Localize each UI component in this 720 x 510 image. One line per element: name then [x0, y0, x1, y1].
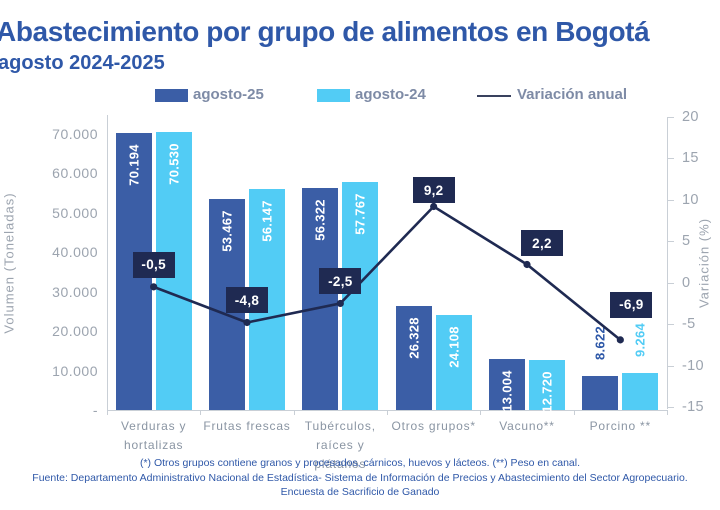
- category-label-line: raíces y plátanos: [314, 438, 367, 471]
- y-axis-tick-label: -: [92, 402, 98, 418]
- y2-axis-tick-label: 20: [682, 109, 699, 125]
- legend-label: agosto-25: [193, 86, 264, 103]
- variation-value-box: 2,2: [521, 230, 563, 257]
- y2-axis-tickmark: [667, 200, 674, 201]
- category-label-line: Otros grupos*: [391, 419, 476, 433]
- category-label: Frutas frescas: [200, 417, 293, 436]
- y2-axis-tickmark: [667, 241, 674, 242]
- y-axis-tick-label: 10.000: [52, 362, 98, 379]
- legend-label: agosto-24: [355, 86, 426, 103]
- variation-value-box: -0,5: [132, 251, 175, 278]
- y2-axis-title: Variación (%): [696, 217, 712, 309]
- bar-value-label: 26.328: [406, 317, 422, 359]
- y-axis-tick-label: 50.000: [52, 204, 98, 221]
- category-label-line: Porcino **: [589, 419, 651, 433]
- variation-value-box: -4,8: [226, 287, 268, 314]
- y2-axis-tickmark: [667, 366, 674, 367]
- y2-axis-tick-label: -15: [682, 399, 704, 415]
- bar-value-label: 56.322: [312, 199, 328, 241]
- footnote-line-3: Encuesta de Sacrificio de Ganado: [280, 486, 440, 498]
- category-label-line: hortalizas: [123, 438, 184, 452]
- category-label: Otros grupos*: [387, 417, 480, 436]
- left-axis-line: [107, 115, 108, 411]
- footnote-line-1: (*) Otros grupos contiene granos y proce…: [139, 457, 581, 469]
- y-axis-tick-label: 40.000: [52, 244, 98, 261]
- category-label: Verduras y hortalizas: [107, 417, 200, 455]
- y-axis-tick-label: 20.000: [52, 323, 98, 340]
- legend-swatch-light-blue: [317, 89, 350, 102]
- category-label-line: Vacuno**: [499, 419, 555, 433]
- x-axis-tickmark: [387, 410, 388, 415]
- legend-swatch-dark-blue: [155, 89, 188, 102]
- y2-axis-tickmark: [667, 158, 674, 159]
- variation-value-box: 9,2: [412, 177, 455, 204]
- bar-agosto-25: [582, 376, 619, 410]
- category-label-line: Frutas frescas: [203, 419, 291, 433]
- right-axis-line: [667, 117, 668, 409]
- x-axis-tickmark: [574, 410, 575, 415]
- y2-axis-tick-label: -10: [682, 357, 704, 374]
- variation-point-marker: [523, 260, 531, 269]
- y2-axis-tick-label: -5: [682, 316, 696, 333]
- y2-axis-tick-label: 5: [682, 233, 691, 250]
- bar-value-label: 70.530: [166, 143, 182, 185]
- x-axis-tickmark: [200, 410, 201, 415]
- bar-value-label: 53.467: [219, 210, 235, 252]
- footnotes: (*) Otros grupos contiene granos y proce…: [0, 456, 720, 500]
- x-axis-tickmark: [480, 410, 481, 415]
- y-axis-tick-label: 70.000: [52, 126, 98, 142]
- footnote-line-2: Fuente: Departamento Administrativo Naci…: [32, 471, 688, 484]
- chart-subtitle: agosto 2024-2025: [0, 52, 165, 74]
- x-axis-tickmark: [294, 410, 295, 415]
- bar-value-label: 8.622: [592, 325, 608, 361]
- category-label: Vacuno**: [480, 417, 573, 436]
- bar-agosto-24: [622, 373, 659, 410]
- bar-value-label: 24.108: [446, 326, 462, 368]
- y2-axis-tick-label: 0: [682, 274, 691, 291]
- variation-value-box: -2,5: [319, 268, 362, 295]
- y2-axis-tick-label: 15: [682, 150, 699, 167]
- bar-value-label: 13.004: [499, 369, 515, 412]
- category-label: Porcino **: [574, 417, 667, 436]
- y2-axis-tick-label: 10: [682, 191, 699, 208]
- y-axis-title: Volumen (Toneladas): [1, 192, 17, 334]
- y-axis-tick-label: 60.000: [52, 165, 98, 182]
- bar-agosto-25: [489, 358, 525, 410]
- chart-title: Abastecimiento por grupo de alimentos en…: [0, 16, 650, 47]
- y2-axis-tickmark: [667, 324, 674, 325]
- x-axis-tickmark: [667, 410, 668, 415]
- variation-point-marker: [616, 336, 624, 344]
- category-label-line: Verduras y: [120, 419, 187, 433]
- variation-point-marker: [430, 202, 438, 211]
- y2-axis-tickmark: [667, 407, 674, 408]
- bar-value-label: 9.264: [632, 323, 648, 358]
- bar-value-label: 12.720: [539, 371, 555, 413]
- bar-value-label: 57.767: [352, 193, 368, 235]
- x-axis-tickmark: [107, 410, 108, 415]
- category-label-line: Tubérculos,: [304, 419, 376, 433]
- category-label: Tubérculos, raíces y plátanos: [294, 417, 387, 474]
- bar-value-label: 56.147: [259, 199, 275, 242]
- y-axis-tick-label: 30.000: [52, 283, 98, 300]
- y2-axis-tickmark: [667, 117, 674, 118]
- legend-label: Variación anual: [517, 86, 628, 103]
- bar-agosto-24: [529, 359, 565, 410]
- y2-axis-tickmark: [667, 283, 674, 284]
- legend-line-swatch: [477, 95, 511, 97]
- bar-value-label: 70.194: [126, 144, 142, 187]
- variation-value-box: -6,9: [610, 291, 653, 318]
